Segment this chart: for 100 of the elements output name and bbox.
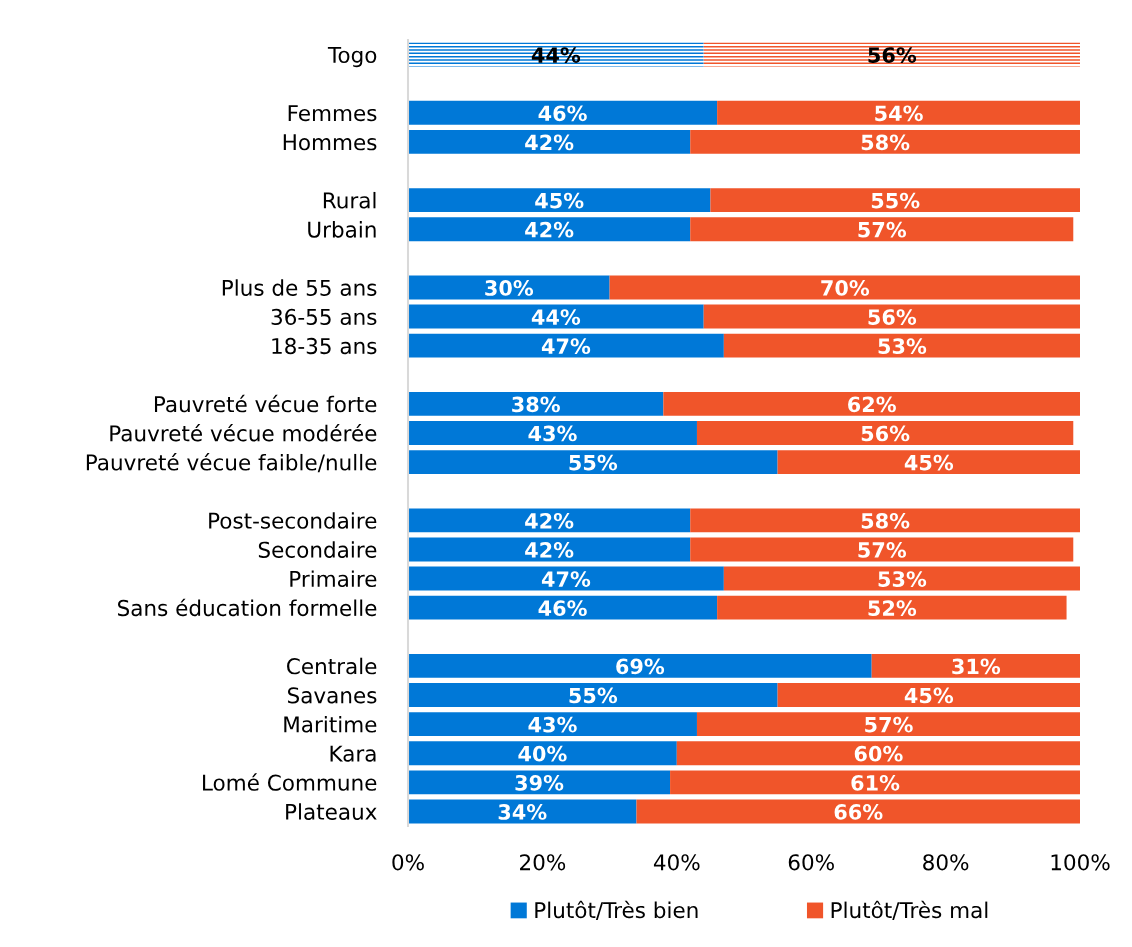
bar <box>408 770 671 795</box>
y-tick-label: Femmes <box>288 105 377 122</box>
data-label: 42% <box>525 134 574 151</box>
data-label: 40% <box>518 745 567 762</box>
x-tick-label: 100% <box>1051 854 1110 871</box>
bar <box>723 333 1080 358</box>
data-label: 55% <box>871 192 920 209</box>
bar <box>690 508 1080 533</box>
bar <box>670 770 1080 795</box>
data-label: 42% <box>525 221 574 238</box>
data-label: 69% <box>616 658 665 675</box>
bar <box>609 275 1080 300</box>
bar <box>408 333 724 358</box>
y-tick-label: Primaire <box>290 570 377 588</box>
data-label: 42% <box>525 542 574 558</box>
y-tick-label: Pauvreté vécue faible/nulle <box>86 453 377 473</box>
data-label: 46% <box>538 105 587 122</box>
bar <box>717 100 1080 125</box>
bar <box>408 100 718 125</box>
data-label: 58% <box>861 134 910 151</box>
y-tick-label: Togo <box>327 47 377 68</box>
data-label: 61% <box>851 774 900 791</box>
bar <box>408 129 691 154</box>
bar <box>408 508 691 533</box>
bar <box>408 595 718 620</box>
bar <box>663 391 1080 416</box>
data-label: 45% <box>904 687 954 704</box>
bar <box>717 595 1067 620</box>
y-tick-label: Plus de 55 ans <box>222 279 377 296</box>
data-label: 56% <box>861 425 910 442</box>
legend-label: Plutôt/Très mal <box>831 900 988 920</box>
y-tick-label: Centrale <box>287 657 377 675</box>
data-label: 55% <box>569 687 618 704</box>
bar <box>408 799 637 824</box>
data-label: 39% <box>515 774 564 791</box>
bar <box>408 653 872 678</box>
data-label: 43% <box>528 716 577 733</box>
bar <box>696 421 1074 445</box>
bar <box>408 450 778 475</box>
bar <box>723 566 1080 591</box>
data-label: 42% <box>525 512 574 529</box>
y-tick-label: Hommes <box>283 134 377 151</box>
data-label: 62% <box>848 396 896 413</box>
data-label: 34% <box>498 804 547 820</box>
y-tick-label: Pauvreté vécue forte <box>154 394 377 413</box>
x-tick-label: 40% <box>653 854 700 871</box>
data-label: 56% <box>868 309 917 325</box>
bar <box>871 653 1080 678</box>
y-tick-label: Urbain <box>308 221 376 238</box>
bar <box>408 741 677 766</box>
bar <box>408 537 691 562</box>
x-tick-label: 60% <box>788 854 834 871</box>
bar <box>703 42 1080 67</box>
bar <box>408 712 697 737</box>
data-label: 60% <box>854 745 903 762</box>
y-tick-label: Savanes <box>287 687 377 704</box>
y-tick-label: Pauvreté vécue modérée <box>110 423 377 442</box>
data-label: 54% <box>875 105 923 122</box>
bar <box>710 188 1080 213</box>
bar <box>408 421 697 445</box>
bar <box>777 683 1080 707</box>
data-label: 66% <box>834 804 883 820</box>
data-label: 47% <box>541 571 591 587</box>
data-label: 57% <box>858 542 907 558</box>
data-label: 44% <box>531 309 581 325</box>
data-label: 53% <box>878 338 927 355</box>
data-label: 46% <box>538 600 587 617</box>
data-label: 30% <box>485 280 534 296</box>
y-tick-label: Post-secondaire <box>209 512 377 529</box>
bar <box>408 566 724 591</box>
bar <box>696 712 1080 737</box>
x-tick-label: 80% <box>923 854 969 871</box>
data-label: 52% <box>868 600 917 617</box>
bar <box>408 42 704 67</box>
data-label: 38% <box>512 396 560 413</box>
y-tick-label: Lomé Commune <box>203 773 377 791</box>
bar <box>676 741 1080 766</box>
data-label: 70% <box>821 280 870 296</box>
data-label: 45% <box>904 454 954 471</box>
x-tick-label: 20% <box>520 854 566 871</box>
bar <box>636 799 1080 824</box>
y-tick-label: Sans éducation formelle <box>117 598 377 617</box>
bar <box>408 217 691 242</box>
data-label: 53% <box>878 571 927 587</box>
x-tick-label: 0% <box>392 854 424 871</box>
data-label: 43% <box>528 425 577 442</box>
legend-label: Plutôt/Très bien <box>535 900 698 920</box>
y-tick-label: 18-35 ans <box>272 337 377 355</box>
bar <box>408 683 778 707</box>
y-tick-label: Secondaire <box>258 541 377 558</box>
data-label: 44% <box>531 47 581 63</box>
data-label: 57% <box>865 716 913 733</box>
y-tick-label: Maritime <box>284 715 377 733</box>
y-tick-label: 36-55 ans <box>271 308 377 326</box>
bar <box>777 450 1080 475</box>
data-label: 55% <box>569 454 618 471</box>
data-label: 58% <box>861 512 910 529</box>
data-label: 57% <box>858 221 907 238</box>
bar <box>690 217 1074 242</box>
data-label: 47% <box>541 338 591 355</box>
